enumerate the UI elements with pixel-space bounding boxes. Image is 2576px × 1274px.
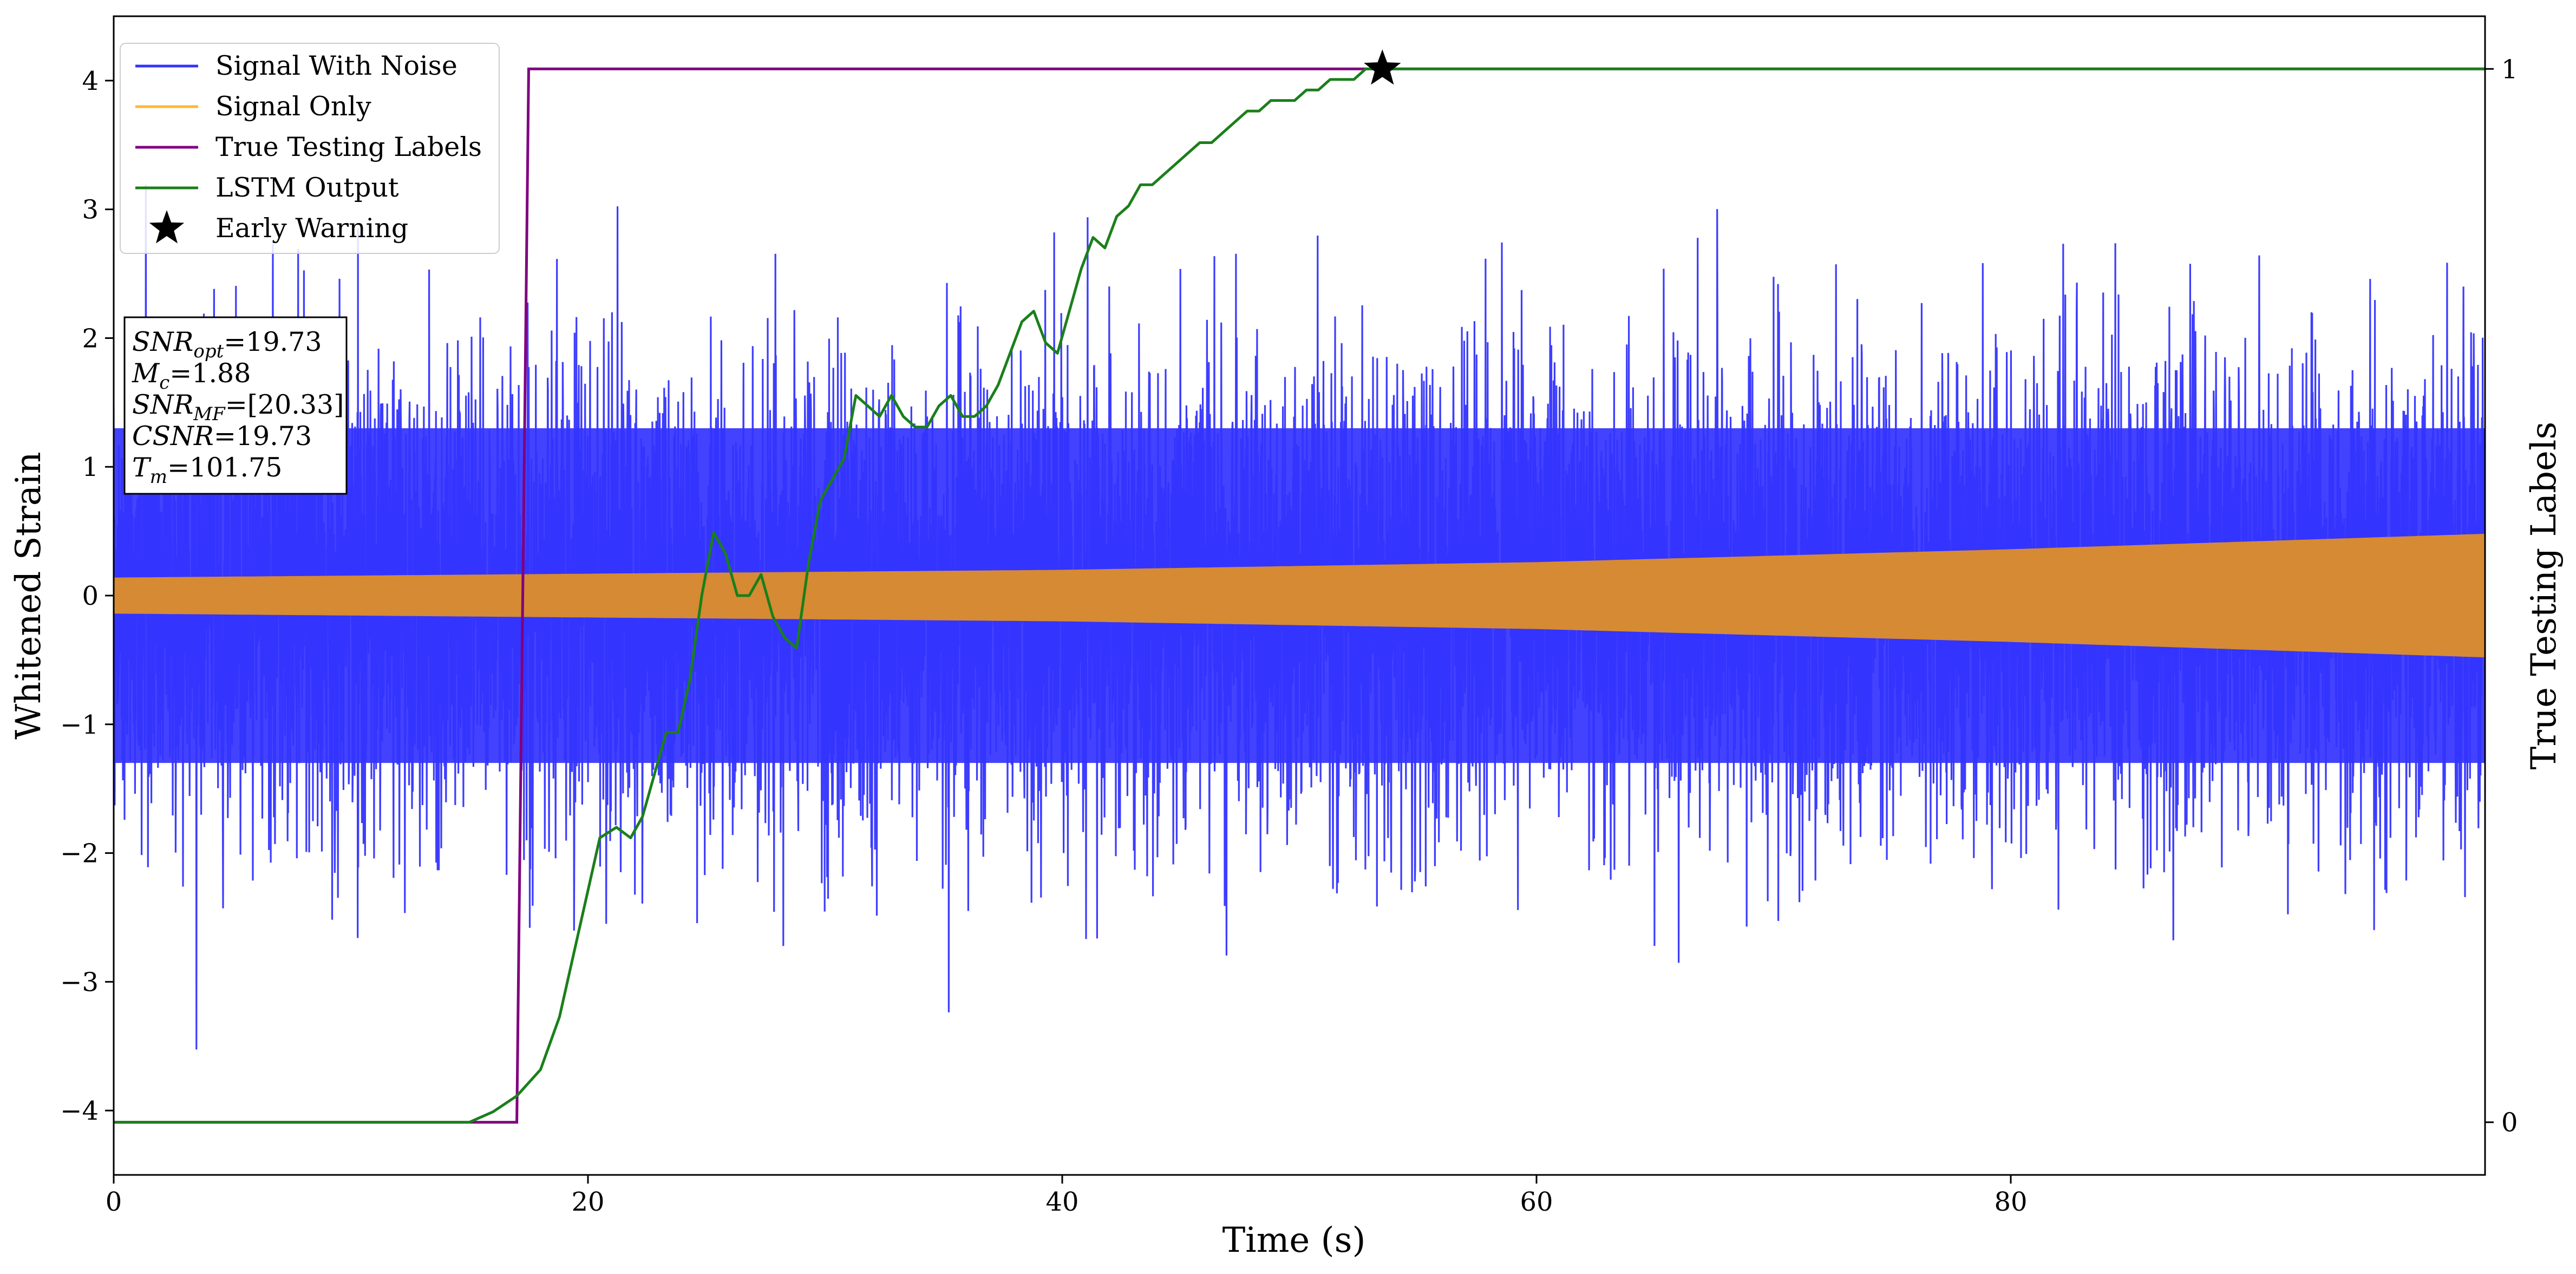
info-line: SNRMF=[20.33]: [132, 389, 344, 425]
x-tick-label: 20: [571, 1187, 604, 1217]
y-tick-label: −1: [60, 710, 99, 740]
x-axis: 0 20 40 60 80: [106, 1175, 2028, 1217]
x-tick-label: 40: [1045, 1187, 1078, 1217]
legend-label: LSTM Output: [215, 172, 399, 203]
y-tick-label: 4: [82, 66, 99, 96]
legend-label: Signal With Noise: [215, 50, 457, 81]
series-lstm-output: [114, 67, 2485, 1124]
x-tick-label: 60: [1520, 1187, 1553, 1217]
y-tick-label: 2: [82, 323, 99, 354]
info-line: Tm=101.75: [132, 452, 282, 488]
y-axis-right: 01: [2485, 54, 2518, 1138]
early-warning-layer: [1364, 49, 1401, 85]
y-tick-label: 0: [82, 581, 99, 611]
info-box: SNRopt=19.73Mc=1.88SNRMF=[20.33]CSNR=19.…: [123, 316, 348, 495]
x-axis-label: Time (s): [1222, 1220, 1366, 1260]
early-warning-marker: [1364, 49, 1401, 85]
y2-axis-label: True Testing Labels: [2524, 422, 2564, 770]
info-line: Mc=1.88: [132, 358, 251, 394]
legend: Signal With Noise Signal Only True Testing…: [120, 43, 500, 254]
legend-swatch-star: [149, 210, 185, 244]
y-tick-label: 1: [82, 452, 99, 482]
series-signal-only: [114, 533, 2485, 658]
legend-label: Early Warning: [215, 213, 408, 244]
y-tick-label: 3: [82, 195, 99, 225]
y2-tick-label: 0: [2501, 1108, 2518, 1138]
y-tick-label: −4: [60, 1096, 99, 1126]
x-tick-label: 80: [1994, 1187, 2027, 1217]
plot-area: [114, 49, 2485, 1124]
lstm-output-line: [114, 67, 2485, 1124]
y-tick-label: −2: [60, 839, 99, 869]
info-line: SNRopt=19.73: [132, 326, 322, 362]
legend-label: True Testing Labels: [215, 132, 482, 162]
y-axis-label: Whitened Strain: [9, 452, 49, 739]
x-tick-label: 0: [106, 1187, 122, 1217]
y2-tick-label: 1: [2501, 54, 2518, 84]
info-line: CSNR=19.73: [132, 421, 312, 452]
y-axis-left: −4 −3 −2 −1 0 1 2 3 4: [60, 66, 114, 1126]
signal-only-band: [114, 533, 2485, 658]
legend-label: Signal Only: [215, 91, 371, 122]
y-tick-label: −3: [60, 967, 99, 997]
legend-box: [120, 43, 500, 254]
info-box-frame: [123, 316, 348, 495]
